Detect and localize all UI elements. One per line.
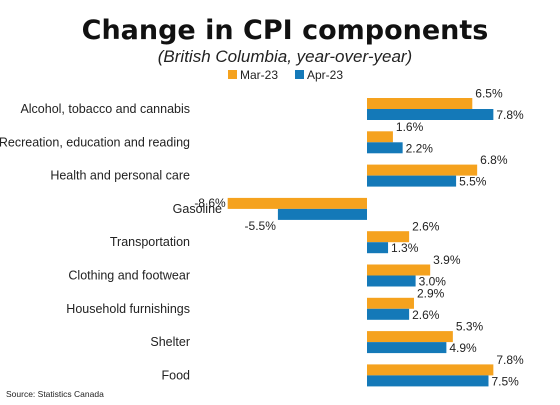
value-label-apr-23-clothing-and-footwear: 3.0% bbox=[419, 275, 447, 289]
value-label-apr-23-alcohol-tobacco-and-cannabis: 7.8% bbox=[496, 108, 524, 122]
value-label-apr-23-transportation: 1.3% bbox=[391, 241, 419, 255]
category-label-health-and-personal-care: Health and personal care bbox=[50, 169, 190, 183]
value-label-mar-23-gasoline: -8.6% bbox=[194, 196, 226, 210]
bar-mar-23-household-furnishings bbox=[367, 297, 414, 309]
bar-mar-23-recreation-education-and-reading bbox=[367, 131, 393, 143]
bar-apr-23-recreation-education-and-reading bbox=[367, 142, 403, 154]
category-label-recreation-education-and-reading: Recreation, education and reading bbox=[0, 135, 190, 149]
value-label-mar-23-shelter: 5.3% bbox=[456, 320, 484, 334]
bar-mar-23-food bbox=[367, 364, 494, 376]
bar-mar-23-alcohol-tobacco-and-cannabis bbox=[367, 98, 473, 109]
bar-apr-23-clothing-and-footwear bbox=[367, 275, 416, 287]
value-label-apr-23-food: 7.5% bbox=[492, 374, 520, 388]
bar-mar-23-clothing-and-footwear bbox=[367, 264, 431, 276]
bar-mar-23-health-and-personal-care bbox=[367, 164, 478, 176]
category-label-shelter: Shelter bbox=[150, 335, 190, 349]
bar-apr-23-food bbox=[367, 375, 489, 387]
value-label-mar-23-transportation: 2.6% bbox=[412, 220, 440, 234]
legend: Mar-23 Apr-23 bbox=[228, 68, 343, 82]
value-label-mar-23-clothing-and-footwear: 3.9% bbox=[433, 253, 461, 267]
value-label-apr-23-gasoline: -5.5% bbox=[245, 219, 277, 233]
bar-apr-23-transportation bbox=[367, 242, 389, 254]
legend-label-apr-23: Apr-23 bbox=[307, 68, 343, 82]
value-label-apr-23-household-furnishings: 2.6% bbox=[412, 308, 440, 322]
category-label-alcohol-tobacco-and-cannabis: Alcohol, tobacco and cannabis bbox=[20, 102, 190, 116]
bar-apr-23-household-furnishings bbox=[367, 308, 410, 320]
value-label-apr-23-health-and-personal-care: 5.5% bbox=[459, 175, 487, 189]
bar-mar-23-gasoline bbox=[227, 197, 367, 209]
value-label-mar-23-recreation-education-and-reading: 1.6% bbox=[396, 120, 424, 134]
chart-title: Change in CPI components bbox=[82, 15, 489, 46]
category-label-transportation: Transportation bbox=[110, 235, 190, 249]
bar-apr-23-health-and-personal-care bbox=[367, 175, 457, 187]
category-label-household-furnishings: Household furnishings bbox=[66, 302, 190, 316]
value-label-mar-23-household-furnishings: 2.9% bbox=[417, 286, 445, 300]
bar-apr-23-alcohol-tobacco-and-cannabis bbox=[367, 109, 494, 120]
legend-swatch-mar-23 bbox=[228, 70, 237, 79]
bar-apr-23-shelter bbox=[367, 342, 447, 354]
value-label-apr-23-recreation-education-and-reading: 2.2% bbox=[406, 141, 434, 155]
value-label-apr-23-shelter: 4.9% bbox=[449, 341, 477, 355]
value-label-mar-23-health-and-personal-care: 6.8% bbox=[480, 153, 508, 167]
bar-mar-23-shelter bbox=[367, 331, 453, 343]
category-label-food: Food bbox=[162, 368, 191, 382]
category-label-gasoline: Gasoline bbox=[173, 202, 222, 216]
category-label-clothing-and-footwear: Clothing and footwear bbox=[68, 269, 190, 283]
legend-swatch-apr-23 bbox=[295, 70, 304, 79]
legend-label-mar-23: Mar-23 bbox=[240, 68, 278, 82]
source-note: Source: Statistics Canada bbox=[6, 389, 104, 399]
value-label-mar-23-food: 7.8% bbox=[496, 353, 524, 367]
bar-apr-23-gasoline bbox=[277, 208, 367, 220]
plot-area: Alcohol, tobacco and cannabis 6.5% 7.8% Rec… bbox=[0, 87, 524, 389]
value-label-mar-23-alcohol-tobacco-and-cannabis: 6.5% bbox=[475, 87, 503, 101]
chart-subtitle: (British Columbia, year-over-year) bbox=[158, 47, 412, 66]
bar-mar-23-transportation bbox=[367, 231, 410, 243]
